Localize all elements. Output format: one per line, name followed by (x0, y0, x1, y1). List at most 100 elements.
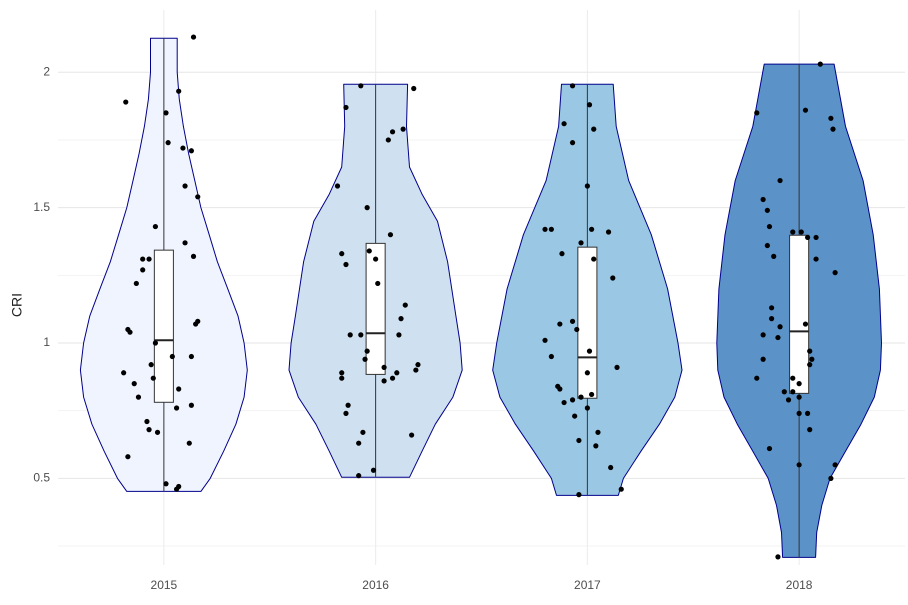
point (400, 126, 406, 132)
point (754, 110, 760, 116)
point (569, 397, 576, 403)
point (347, 332, 353, 338)
point (804, 234, 811, 241)
point (586, 348, 593, 354)
box (789, 234, 810, 394)
point (775, 554, 781, 560)
point (195, 194, 201, 200)
box (577, 246, 598, 399)
point (593, 443, 599, 449)
point (140, 267, 146, 273)
point (542, 337, 548, 343)
point (146, 256, 152, 262)
point (804, 410, 811, 416)
point (813, 234, 819, 241)
point (366, 248, 372, 254)
point (396, 332, 402, 338)
point (176, 88, 182, 94)
point (343, 261, 349, 268)
point (584, 405, 590, 411)
point (373, 256, 379, 262)
point (802, 107, 809, 113)
point (572, 413, 578, 419)
point (760, 356, 766, 362)
point (548, 226, 554, 232)
point (381, 378, 387, 384)
point (389, 129, 396, 135)
point (146, 427, 152, 433)
point (140, 256, 146, 262)
point (188, 148, 195, 154)
point (339, 251, 345, 257)
point (584, 370, 590, 376)
point (569, 83, 576, 89)
point (345, 402, 351, 408)
point (576, 437, 582, 444)
point (163, 110, 169, 116)
point (618, 486, 624, 492)
point (591, 126, 597, 132)
point (781, 389, 787, 395)
point (595, 429, 601, 435)
point (760, 332, 766, 338)
point (764, 242, 770, 249)
point (790, 229, 796, 235)
point (360, 429, 366, 435)
point (561, 121, 567, 127)
point (569, 318, 576, 324)
point (574, 326, 580, 333)
point (154, 429, 161, 435)
point (356, 440, 362, 446)
point (387, 232, 394, 238)
box (365, 242, 386, 375)
point (165, 140, 171, 146)
point (381, 364, 387, 370)
point (123, 99, 129, 105)
point (131, 381, 137, 387)
point (169, 353, 175, 360)
point (402, 302, 408, 308)
point (790, 375, 796, 381)
point (188, 402, 195, 408)
point (163, 481, 169, 487)
point (182, 183, 188, 189)
point (760, 196, 766, 203)
point (358, 83, 364, 89)
point (828, 475, 834, 481)
point (415, 362, 421, 368)
point (182, 240, 188, 246)
point (144, 418, 150, 425)
point (796, 381, 802, 387)
point (809, 356, 815, 362)
point (339, 370, 345, 376)
point (133, 280, 139, 287)
y-tick-label: 2 (43, 64, 50, 78)
point (785, 397, 792, 403)
point (614, 364, 620, 370)
point (608, 464, 614, 471)
point (389, 375, 396, 381)
point (125, 454, 131, 460)
point (775, 334, 781, 341)
point (768, 316, 775, 322)
x-tick-label: 2016 (362, 578, 389, 592)
point (578, 394, 584, 400)
point (584, 183, 590, 189)
point (343, 410, 349, 416)
point (176, 386, 182, 392)
point (370, 467, 377, 473)
point (766, 445, 773, 452)
point (356, 473, 362, 479)
point (807, 348, 813, 354)
point (548, 353, 554, 360)
point (777, 177, 783, 184)
point (766, 223, 773, 230)
x-tick-label: 2015 (151, 578, 178, 592)
point (796, 462, 802, 468)
y-axis-label: CRI (9, 293, 25, 317)
point (398, 316, 404, 322)
point (358, 332, 364, 338)
point (589, 226, 595, 232)
point (807, 427, 813, 433)
